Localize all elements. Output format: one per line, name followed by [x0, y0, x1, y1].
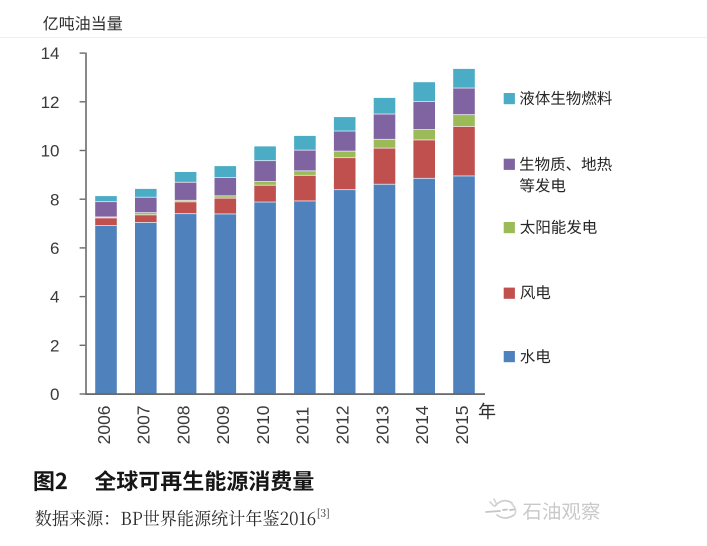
svg-text:0: 0 [50, 385, 59, 404]
svg-text:2014: 2014 [412, 405, 432, 444]
svg-text:14: 14 [41, 44, 60, 63]
svg-text:2011: 2011 [293, 407, 313, 445]
svg-text:4: 4 [50, 288, 59, 307]
svg-text:2009: 2009 [213, 405, 233, 444]
svg-text:2012: 2012 [333, 405, 353, 444]
svg-text:12: 12 [41, 93, 60, 112]
svg-text:2015: 2015 [452, 405, 472, 444]
svg-text:2007: 2007 [134, 405, 154, 444]
svg-text:8: 8 [50, 190, 59, 209]
svg-text:2010: 2010 [253, 405, 273, 444]
svg-text:2013: 2013 [372, 405, 392, 444]
svg-text:10: 10 [41, 142, 60, 161]
svg-text:2006: 2006 [94, 405, 114, 444]
svg-text:2008: 2008 [173, 405, 193, 444]
svg-text:2: 2 [50, 336, 59, 355]
svg-text:6: 6 [50, 239, 59, 258]
